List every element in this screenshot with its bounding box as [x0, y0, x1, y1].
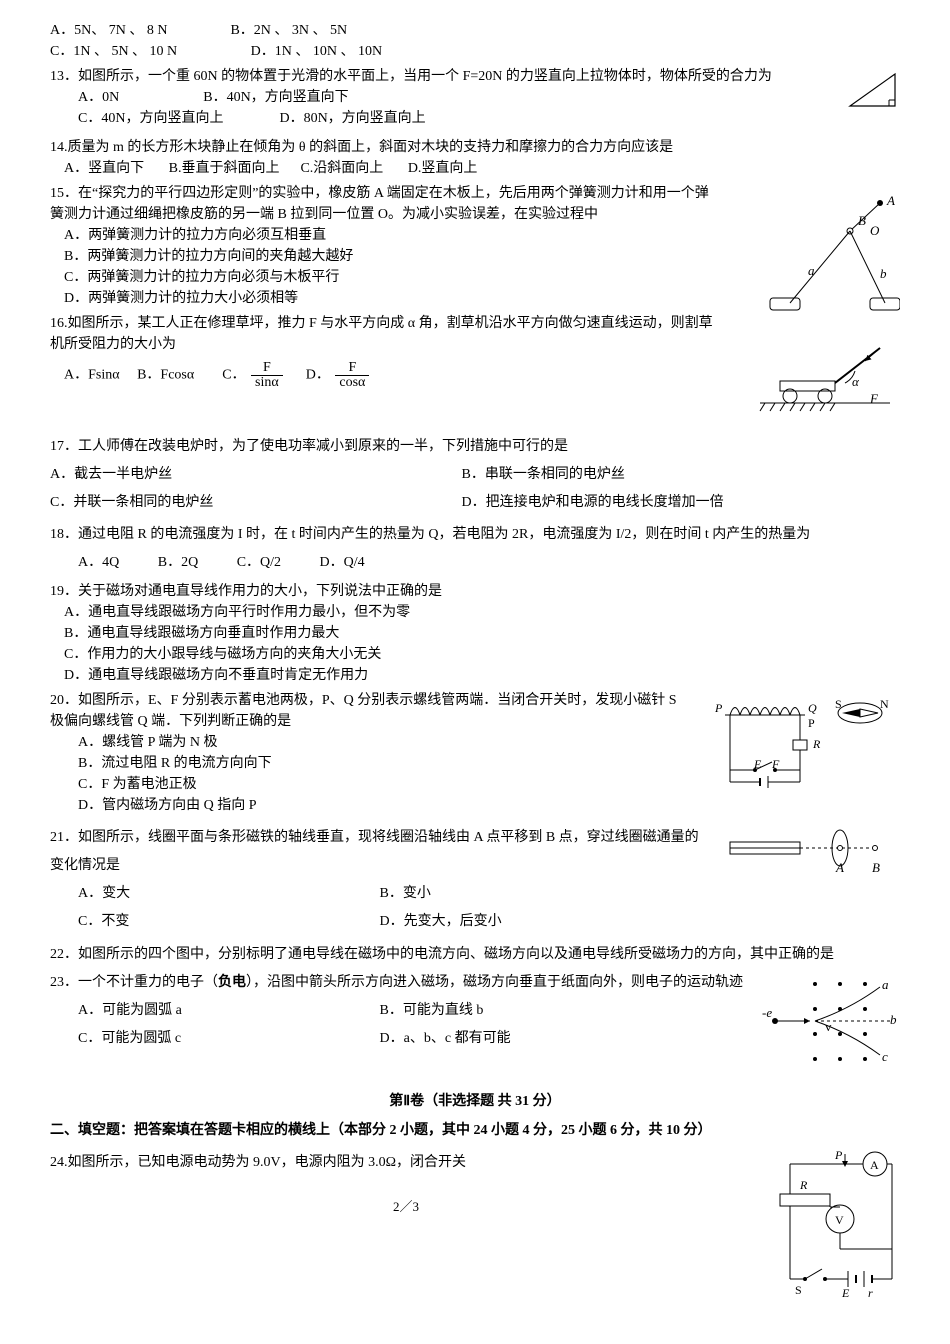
q23-stem-pre: 23．一个不计重力的电子（ [50, 975, 218, 990]
q22-stem: 22．如图所示的四个图中，分别标明了通电导线在磁场中的电流方向、磁场方向以及通电… [50, 947, 834, 962]
q18-optB: B．2Q [158, 549, 198, 577]
fig24-R: R [799, 1178, 808, 1192]
fig23: -e a b c v [760, 969, 900, 1079]
q14-stem: 14.质量为 m 的长方形木块静止在倾角为 θ 的斜面上，斜面对木块的支持力和摩… [50, 140, 673, 155]
q18-stem: 18．通过电阻 R 的电流强度为 I 时，在 t 时间内产生的热量为 Q，若电阻… [50, 527, 810, 542]
fig24-P: P [834, 1149, 843, 1162]
q14-optD: D.竖直向上 [408, 161, 478, 176]
fig20-Pcap: P [808, 716, 815, 730]
q16-optB: B．Fcosα [137, 368, 194, 383]
q23-optB: B．可能为直线 b [380, 997, 484, 1025]
q20-stem: 20．如图所示，E、F 分别表示蓄电池两极，P、Q 分别表示螺线管两端．当闭合开… [50, 693, 677, 729]
q12-optA: A．5N、 7N 、 8 N [50, 23, 167, 38]
fig23-e: -e [762, 1005, 772, 1020]
q20-optD: D．管内磁场方向由 Q 指向 P [78, 795, 900, 816]
fig24-r: r [868, 1286, 873, 1299]
q21-optC: C．不变 [78, 908, 341, 936]
fig16-F: F [869, 391, 879, 406]
q14: 14.质量为 m 的长方形木块静止在倾角为 θ 的斜面上，斜面对木块的支持力和摩… [50, 137, 900, 179]
fig23-a: a [882, 977, 889, 992]
q12: A．5N、 7N 、 8 N B．2N 、 3N 、 5N C．1N 、 5N … [50, 20, 900, 62]
fig13-icon [845, 66, 900, 111]
q16-optD-frac: F cosα [335, 361, 369, 390]
q13-optB: B．40N，方向竖直向下 [203, 87, 348, 108]
fig15-O: O [870, 223, 880, 238]
q13-optD: D．80N，方向竖直向上 [279, 108, 425, 129]
fig20-N: N [880, 697, 889, 711]
fig20-F: F [771, 757, 780, 771]
fig15-b: b [880, 266, 887, 281]
q22: 22．如图所示的四个图中，分别标明了通电导线在磁场中的电流方向、磁场方向以及通电… [50, 944, 900, 965]
fig20-S: S [835, 697, 842, 711]
q16-optC-pre: C． [222, 368, 245, 383]
fig21-B: B [872, 860, 880, 875]
q21-optB: B．变小 [380, 880, 431, 908]
q17: 17．工人师傅在改装电炉时，为了使电功率减小到原来的一半，下列措施中可行的是 A… [50, 433, 900, 517]
q21-optA: A．变大 [78, 880, 341, 908]
fig23-b: b [890, 1012, 897, 1027]
q21-stem: 21．如图所示，线圈平面与条形磁铁的轴线垂直，现将线圈沿轴线由 A 点平移到 B… [50, 830, 699, 873]
fig16-alpha: α [852, 374, 860, 389]
q17-optC: C．并联一条相同的电炉丝 [50, 489, 458, 517]
q19-optB: B．通电直导线跟磁场方向垂直时作用力最大 [64, 623, 900, 644]
fig20-R: R [812, 737, 821, 751]
fig20-P: P [714, 701, 723, 715]
q19-optD: D．通电直导线跟磁场方向不垂直时肯定无作用力 [64, 665, 900, 686]
q23-optA: A．可能为圆弧 a [78, 997, 341, 1025]
q19-stem: 19．关于磁场对通电直导线作用力的大小，下列说法中正确的是 [50, 584, 442, 599]
q23-optC: C．可能为圆弧 c [78, 1025, 341, 1053]
fig20: P Q P S N R E F [700, 690, 900, 790]
q19-optA: A．通电直导线跟磁场方向平行时作用力最小，但不为零 [64, 602, 900, 623]
q13: 13．如图所示，一个重 60N 的物体置于光滑的水平面上，当用一个 F=20N … [50, 66, 900, 129]
q12-optB: B．2N 、 3N 、 5N [230, 23, 347, 38]
q17-optA: A．截去一半电炉丝 [50, 461, 458, 489]
q13-stem: 13．如图所示，一个重 60N 的物体置于光滑的水平面上，当用一个 F=20N … [50, 69, 772, 84]
fig15-B: B [858, 213, 866, 228]
q19: 19．关于磁场对通电直导线作用力的大小，下列说法中正确的是 A．通电直导线跟磁场… [50, 581, 900, 686]
fig21: A B [720, 820, 900, 880]
fig15-a: a [808, 263, 815, 278]
fig24-S: S [795, 1283, 802, 1297]
q18-optA: A．4Q [78, 549, 119, 577]
q14-optB: B.垂直于斜面向上 [169, 161, 280, 176]
q23-stem-bold: 负电 [218, 975, 246, 990]
q12-optD: D．1N 、 10N 、 10N [251, 44, 382, 59]
q16-stem: 16.如图所示，某工人正在修理草坪，推力 F 与水平方向成 α 角，割草机沿水平… [50, 316, 713, 352]
q13-optA: A．0N [78, 87, 119, 108]
q18: 18．通过电阻 R 的电流强度为 I 时，在 t 时间内产生的热量为 Q，若电阻… [50, 521, 900, 577]
fill-title: 二、填空题：把答案填在答题卡相应的横线上（本部分 2 小题，其中 24 小题 4… [50, 1120, 900, 1141]
q15-stem: 15．在“探究力的平行四边形定则”的实验中，橡皮筋 A 端固定在木板上，先后用两… [50, 186, 709, 222]
q12-optC: C．1N 、 5N 、 10 N [50, 44, 177, 59]
q14-optA: A．竖直向下 [64, 161, 144, 176]
section2-title: 第Ⅱ卷（非选择题 共 31 分） [50, 1091, 900, 1112]
fig15-fig16: A B O a b α F [730, 183, 900, 423]
q23-stem-after: ），沿图中箭头所示方向进入磁场，磁场方向垂直于纸面向外，则电子的运动轨迹 [246, 975, 743, 990]
q13-optC: C．40N，方向竖直向上 [78, 108, 223, 129]
q18-optD: D．Q/4 [320, 549, 365, 577]
q18-optC: C．Q/2 [237, 549, 281, 577]
fig21-A: A [835, 860, 844, 875]
q24-stem: 24.如图所示，已知电源电动势为 9.0V，电源内阻为 3.0Ω，闭合开关 [50, 1155, 466, 1170]
fig23-c: c [882, 1049, 888, 1064]
q17-optB: B．串联一条相同的电炉丝 [462, 467, 625, 482]
fig24-V: V [835, 1213, 844, 1227]
q23-optD: D．a、b、c 都有可能 [380, 1025, 511, 1053]
fig24-E: E [841, 1286, 850, 1299]
q14-optC: C.沿斜面向上 [300, 161, 383, 176]
q16-optD-pre: D． [306, 368, 330, 383]
q16-optC-frac: F sinα [251, 361, 283, 390]
q16-optA: A．Fsinα [64, 368, 120, 383]
fig24-A: A [870, 1158, 879, 1172]
q17-stem: 17．工人师傅在改装电炉时，为了使电功率减小到原来的一半，下列措施中可行的是 [50, 433, 900, 461]
fig20-Q: Q [808, 701, 817, 715]
q21-optD: D．先变大，后变小 [380, 908, 502, 936]
fig20-E: E [753, 757, 762, 771]
q17-optD: D．把连接电炉和电源的电线长度增加一倍 [462, 495, 724, 510]
q19-optC: C．作用力的大小跟导线与磁场方向的夹角大小无关 [64, 644, 900, 665]
fig15-A: A [886, 193, 895, 208]
fig24: P A R V S E r [770, 1149, 900, 1299]
fig23-v: v [825, 1019, 832, 1034]
